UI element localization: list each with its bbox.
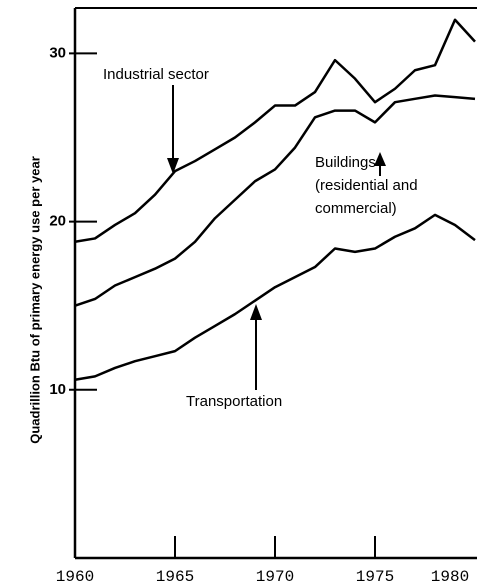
x-tick-label: 1970 — [256, 568, 294, 586]
annotation: (residential and — [315, 177, 418, 194]
series-line — [74, 213, 476, 381]
arrow-head — [250, 304, 262, 320]
series-line — [74, 18, 476, 244]
x-tick-label: 1965 — [156, 568, 194, 586]
y-tick-label: 30 — [49, 44, 66, 61]
y-tick-label: 10 — [49, 381, 66, 398]
annotation: Industrial sector — [103, 66, 209, 83]
arrows — [167, 85, 386, 390]
annotation: Buildings — [315, 154, 376, 171]
y-tick-label: 20 — [49, 213, 66, 230]
y-axis-label: Quadrillion Btu of primary energy use pe… — [27, 156, 42, 444]
x-tick-label: 1975 — [356, 568, 394, 586]
x-tick-label: 1960 — [56, 568, 94, 586]
arrow-head — [167, 158, 179, 174]
x-tick-label: 1980 — [431, 568, 469, 586]
arrow-head — [374, 152, 386, 166]
series-line — [74, 94, 476, 307]
annotation: Transportation — [186, 393, 282, 410]
annotation: commercial) — [315, 200, 397, 217]
